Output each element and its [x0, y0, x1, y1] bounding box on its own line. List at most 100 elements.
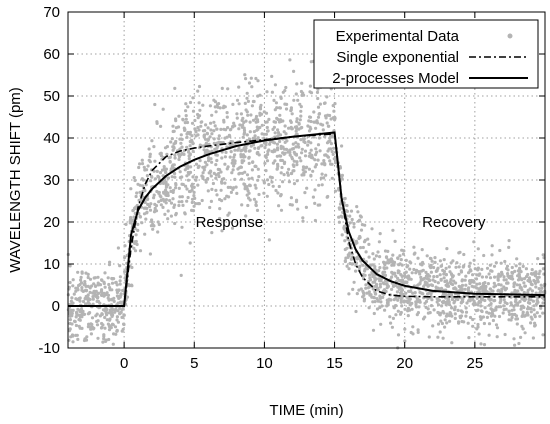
data-point — [445, 321, 449, 325]
data-point — [188, 100, 193, 105]
data-point — [534, 291, 538, 295]
data-point — [150, 139, 154, 143]
x-tick-label: 0 — [120, 355, 128, 372]
data-point — [526, 307, 530, 311]
data-point — [131, 208, 135, 212]
data-point — [506, 268, 510, 272]
data-point — [232, 164, 236, 168]
data-point — [475, 296, 479, 300]
data-point — [431, 324, 435, 328]
data-point — [264, 155, 268, 159]
data-point — [521, 297, 525, 301]
data-point — [267, 182, 271, 187]
data-point — [200, 198, 204, 203]
data-point — [134, 194, 138, 199]
data-point — [398, 254, 402, 258]
data-point — [519, 307, 523, 311]
data-point — [326, 194, 330, 199]
data-point — [371, 273, 375, 278]
data-point — [200, 120, 204, 124]
data-point — [145, 174, 149, 178]
data-point — [505, 302, 509, 306]
data-point — [453, 316, 457, 320]
data-point — [74, 289, 78, 293]
data-point — [165, 193, 169, 197]
data-point — [447, 284, 451, 288]
data-point — [214, 110, 218, 114]
data-point — [135, 242, 139, 247]
data-point — [510, 270, 514, 275]
data-point — [267, 148, 271, 152]
data-point — [302, 140, 306, 144]
data-point — [273, 159, 277, 163]
data-point — [187, 189, 192, 194]
data-point — [354, 309, 358, 314]
data-point — [253, 146, 257, 150]
data-point — [381, 271, 385, 275]
data-point — [394, 274, 398, 278]
data-point — [197, 128, 201, 132]
data-point — [232, 121, 236, 125]
data-point — [101, 340, 105, 344]
data-point — [284, 85, 288, 90]
data-point — [536, 257, 540, 261]
data-point — [338, 207, 342, 211]
data-point — [429, 270, 433, 274]
data-point — [313, 188, 317, 192]
data-point — [276, 131, 281, 135]
data-point — [118, 264, 122, 268]
data-point — [165, 152, 169, 156]
data-point — [502, 298, 506, 302]
data-point — [275, 154, 279, 158]
data-point — [394, 296, 398, 300]
data-point — [278, 133, 283, 137]
data-point — [282, 173, 286, 177]
data-point — [194, 178, 198, 182]
data-point — [147, 147, 151, 151]
data-point — [270, 149, 274, 153]
data-point — [439, 264, 443, 268]
data-point — [476, 247, 480, 251]
data-point — [402, 249, 406, 253]
data-point — [537, 272, 541, 276]
data-point — [343, 239, 347, 243]
data-point — [150, 218, 154, 222]
data-point — [354, 256, 358, 260]
data-point — [106, 276, 110, 280]
data-point — [301, 219, 305, 223]
data-point — [186, 105, 190, 109]
data-point — [416, 256, 420, 260]
data-point — [404, 291, 408, 295]
data-point — [186, 170, 190, 175]
data-point — [438, 313, 442, 317]
data-point — [241, 116, 245, 120]
data-point — [337, 220, 341, 224]
data-point — [406, 314, 410, 318]
data-point — [408, 267, 412, 271]
data-point — [288, 153, 292, 157]
data-point — [279, 158, 283, 162]
data-point — [420, 291, 424, 295]
data-point — [203, 151, 207, 155]
data-point — [503, 332, 507, 337]
y-tick-label: 0 — [52, 298, 60, 315]
data-point — [442, 276, 446, 280]
data-point — [256, 178, 260, 182]
data-point — [529, 272, 534, 276]
data-point — [359, 246, 363, 250]
data-point — [217, 171, 221, 176]
data-point — [281, 145, 285, 149]
data-point — [139, 198, 143, 202]
data-point — [235, 98, 240, 102]
data-point — [485, 266, 490, 270]
data-point — [205, 163, 209, 167]
data-point — [173, 156, 177, 160]
data-point — [239, 112, 243, 116]
data-point — [260, 123, 264, 127]
data-point — [174, 119, 178, 123]
data-point — [185, 187, 189, 191]
data-point — [203, 137, 208, 141]
data-point — [233, 124, 237, 128]
data-point — [521, 264, 525, 268]
